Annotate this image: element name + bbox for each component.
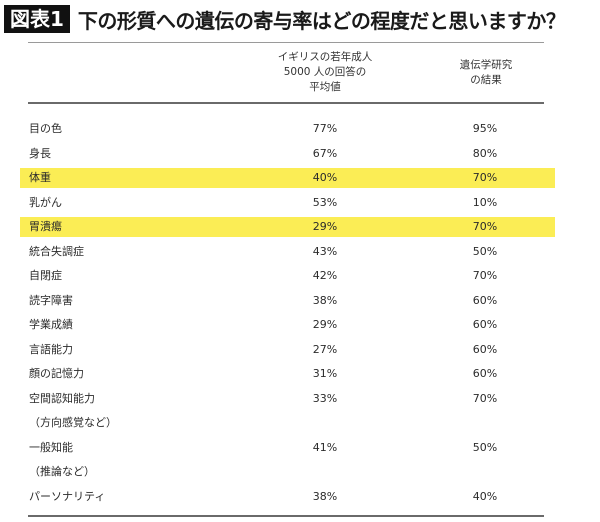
table-row: 言語能力 27% 60% [20, 340, 555, 360]
research-value: 70% [472, 391, 498, 405]
header-line: 遺伝学研究 [459, 59, 513, 71]
research-value: 80% [472, 146, 498, 160]
survey-value: 77% [312, 122, 338, 135]
research-value [460, 413, 510, 433]
table-row: （方向感覚など） [20, 413, 555, 433]
header-line: イギリスの若年成人 [277, 51, 373, 63]
table-bottom-rule [28, 515, 544, 517]
table-row: 自閉症 42% 70% [20, 266, 555, 286]
trait-label: 一般知能 [29, 440, 73, 454]
survey-value [300, 413, 350, 433]
table-top-rule [28, 42, 544, 43]
trait-label: 自閉症 [29, 269, 62, 282]
table-row: 乳がん 53% 10% [20, 193, 555, 213]
trait-label: 読字障害 [29, 293, 73, 307]
trait-label: 乳がん [29, 195, 62, 209]
trait-label: 空間認知能力 [29, 391, 95, 405]
table-row: 体重 40% 70% [20, 168, 555, 188]
survey-value: 31% [312, 367, 338, 380]
survey-value: 29% [312, 318, 338, 331]
research-value: 60% [472, 367, 498, 380]
trait-label: 体重 [29, 171, 51, 184]
survey-value: 38% [312, 293, 338, 307]
research-value: 10% [472, 195, 498, 209]
trait-label: 統合失調症 [29, 244, 84, 258]
research-value: 60% [472, 342, 498, 356]
trait-label: パーソナリティ [29, 489, 106, 503]
header-line: の結果 [470, 74, 502, 86]
survey-value [300, 462, 350, 482]
research-value: 50% [472, 440, 498, 454]
trait-label: 胃潰瘍 [29, 220, 62, 233]
trait-label: （推論など） [29, 465, 95, 478]
table-row: 統合失調症 43% 50% [20, 242, 555, 262]
trait-label: 目の色 [29, 122, 62, 135]
table-row: 身長 67% 80% [20, 144, 555, 164]
research-value: 50% [472, 244, 498, 258]
table-row: 読字障害 38% 60% [20, 291, 555, 311]
survey-value: 40% [312, 171, 338, 184]
survey-value: 53% [312, 195, 338, 209]
table-row: （推論など） [20, 462, 555, 482]
survey-value: 38% [312, 489, 338, 503]
research-value: 40% [472, 489, 498, 503]
table-row: 一般知能 41% 50% [20, 438, 555, 458]
table-row: 空間認知能力 33% 70% [20, 389, 555, 409]
table-row: 目の色 77% 95% [20, 119, 555, 139]
trait-label: （方向感覚など） [29, 416, 117, 429]
research-value: 70% [472, 269, 498, 282]
table-row: パーソナリティ 38% 40% [20, 487, 555, 507]
survey-value: 29% [312, 220, 338, 233]
research-value: 60% [472, 318, 498, 331]
survey-value: 33% [312, 391, 338, 405]
table-row: 学業成績 29% 60% [20, 315, 555, 335]
survey-value: 67% [312, 146, 338, 160]
trait-label: 顔の記憶力 [29, 367, 84, 380]
figure-title: 下の形質への遺伝の寄与率はどの程度だと思いますか？ [77, 8, 566, 33]
header-line: 平均値 [309, 81, 341, 93]
research-value: 95% [472, 122, 498, 135]
research-value: 60% [472, 293, 498, 307]
research-value [460, 462, 510, 482]
column-header-survey: イギリスの若年成人 5000 人の回答の 平均値 [255, 50, 395, 95]
trait-label: 身長 [29, 146, 51, 160]
table-header-rule [28, 102, 544, 104]
survey-value: 41% [312, 440, 338, 454]
research-value: 70% [472, 171, 498, 184]
header-line: 5000 人の回答の [283, 66, 367, 78]
figure-header: 図表1 下の形質への遺伝の寄与率はどの程度だと思いますか？ [4, 3, 566, 35]
research-value: 70% [472, 220, 498, 233]
survey-value: 27% [312, 342, 338, 356]
table-row: 顔の記憶力 31% 60% [20, 364, 555, 384]
survey-value: 42% [312, 269, 338, 282]
column-header-research: 遺伝学研究 の結果 [430, 58, 542, 88]
trait-label: 言語能力 [29, 342, 73, 356]
table-row: 胃潰瘍 29% 70% [20, 217, 555, 237]
figure-badge: 図表1 [4, 5, 70, 33]
survey-value: 43% [312, 244, 338, 258]
trait-label: 学業成績 [29, 318, 73, 331]
